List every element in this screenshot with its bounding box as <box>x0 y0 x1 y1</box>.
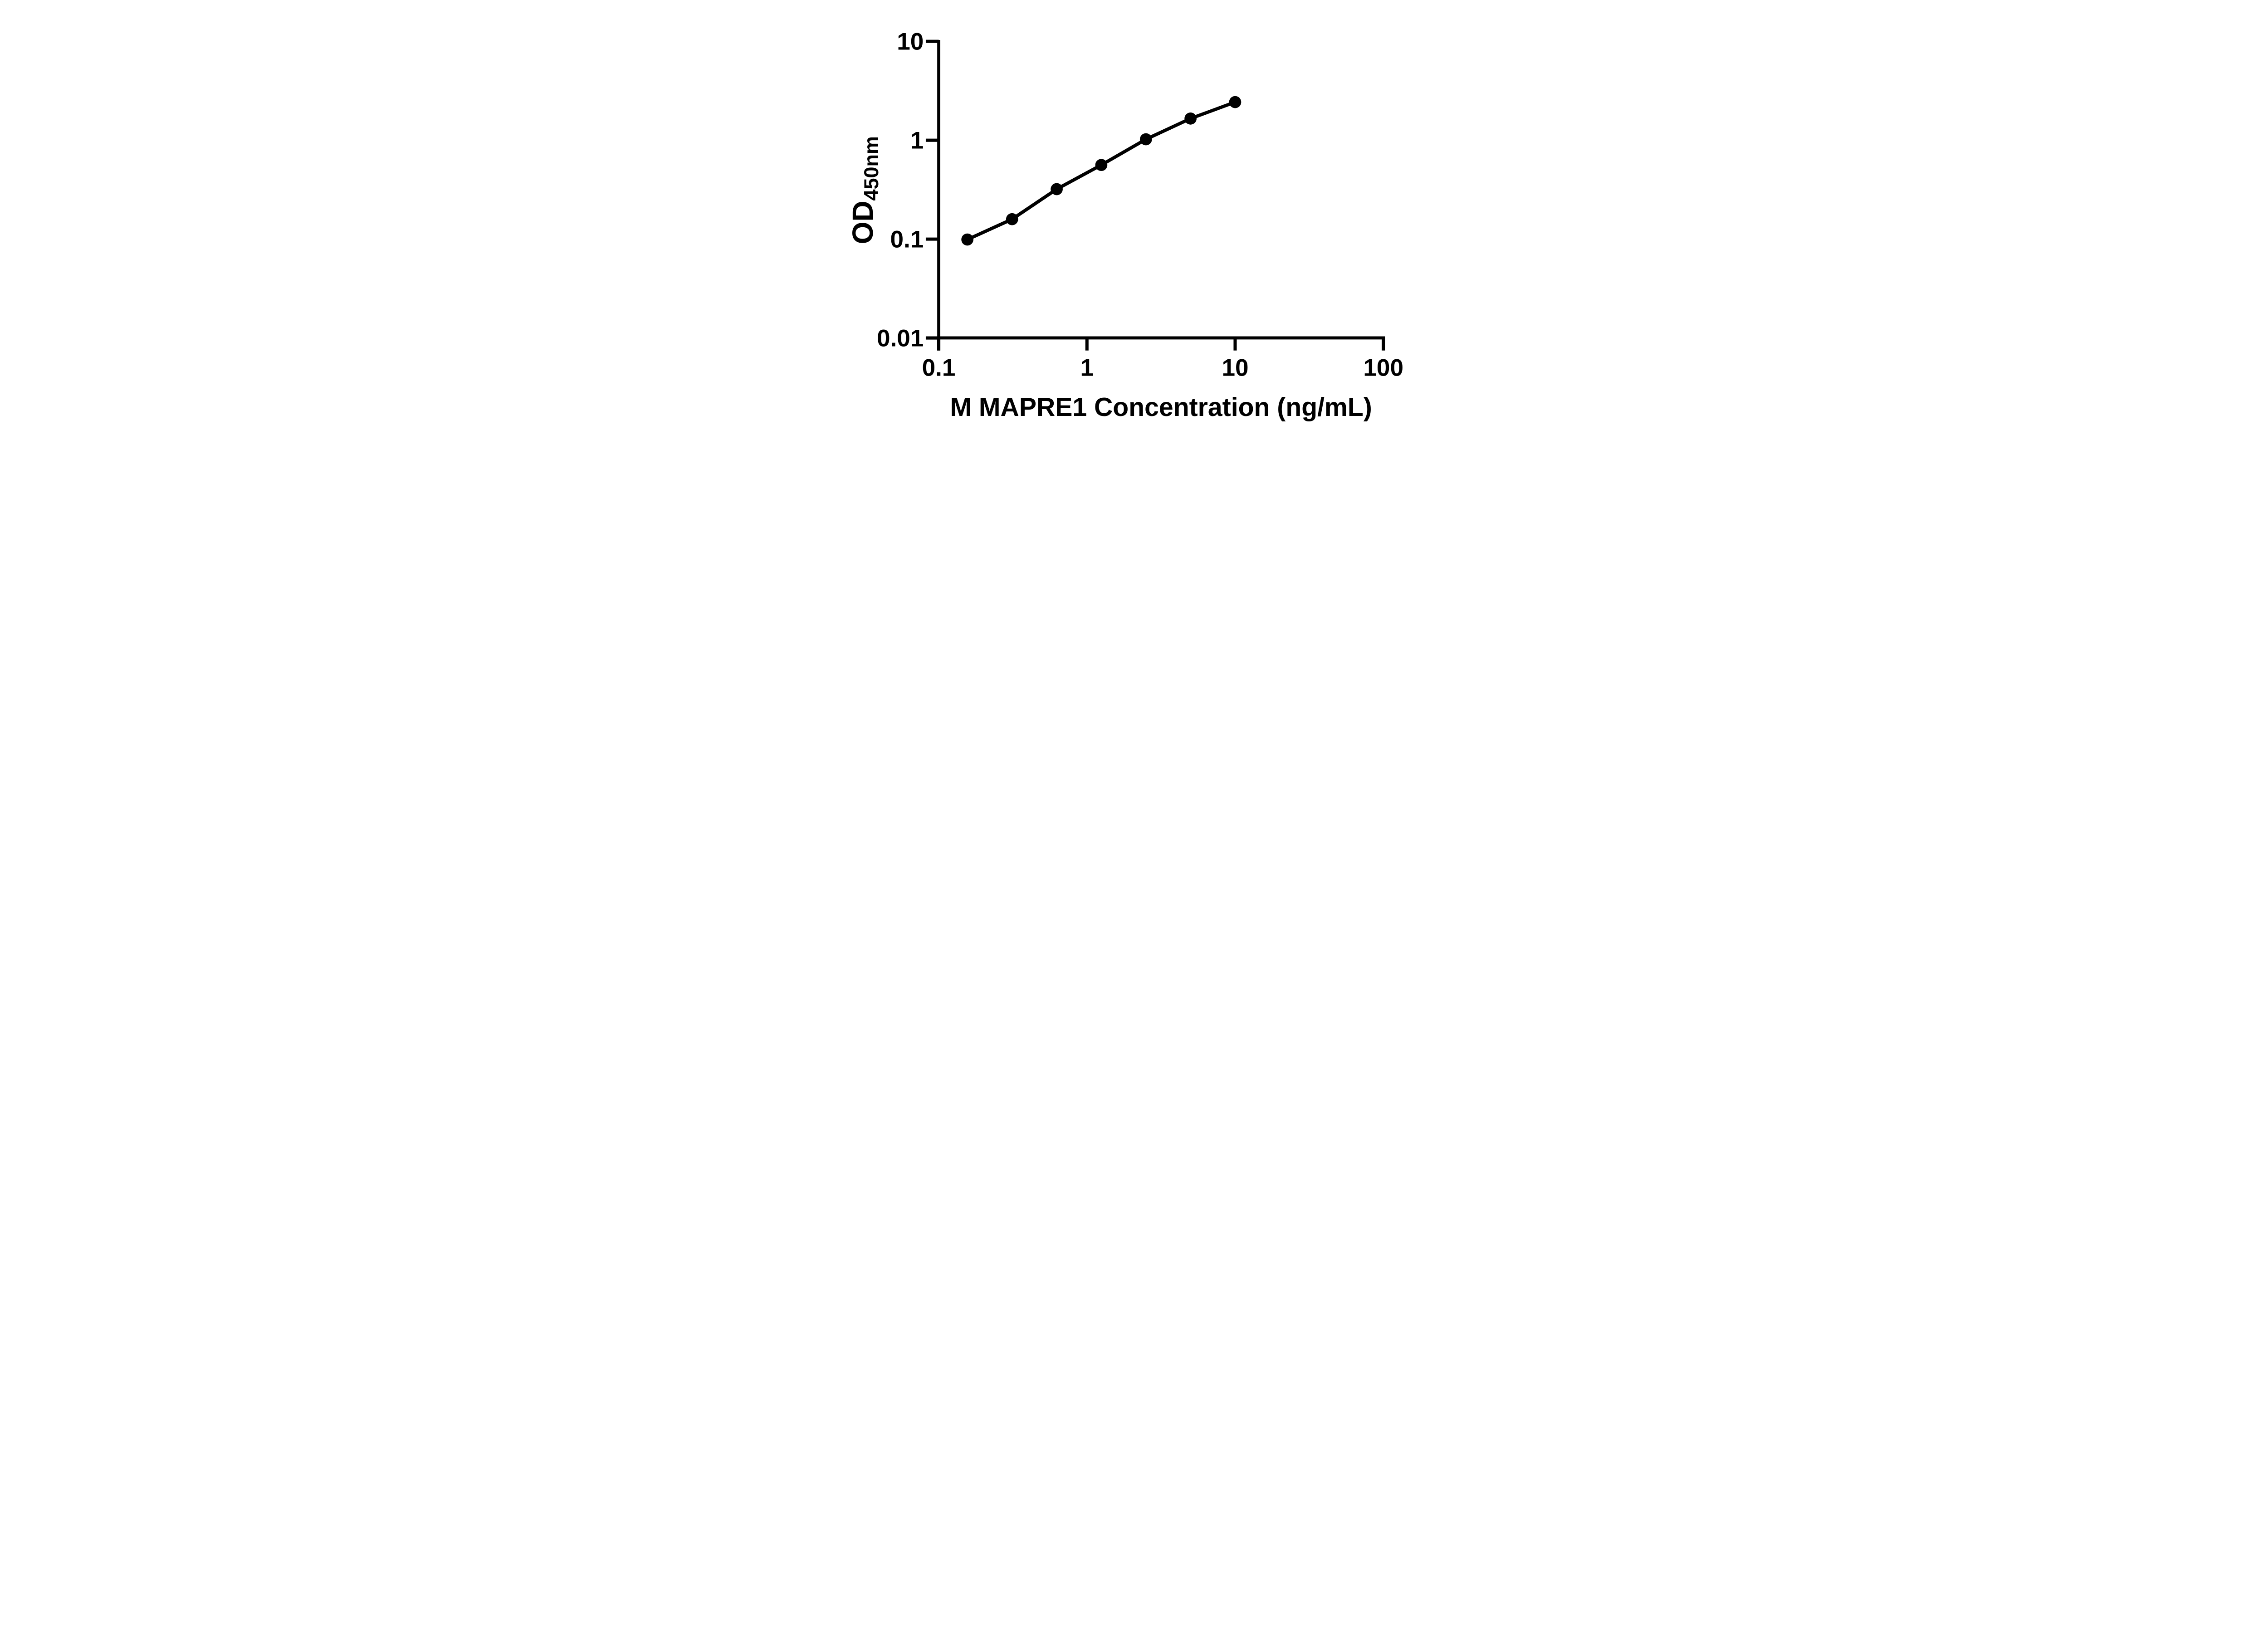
data-point <box>1095 159 1108 171</box>
x-tick-label: 100 <box>1363 355 1403 381</box>
y-tick-label: 10 <box>897 29 924 55</box>
x-axis-title: M MAPRE1 Concentration (ng/mL) <box>950 393 1372 422</box>
data-point <box>1051 183 1063 196</box>
data-point <box>1139 133 1152 146</box>
elisa-standard-curve-figure: 10 1 0.1 0.01 0.1 1 10 100 M MAPRE1 Concentrat… <box>816 0 1452 445</box>
x-tick-label: 10 <box>1222 355 1248 381</box>
x-axis-ticks <box>937 337 1385 351</box>
y-axis-tick-labels: 10 1 0.1 0.01 <box>877 29 924 352</box>
y-tick-label: 1 <box>910 127 924 154</box>
data-point <box>1006 213 1018 225</box>
data-point <box>961 233 973 246</box>
chart-canvas: 10 1 0.1 0.01 0.1 1 10 100 M MAPRE1 Concentrat… <box>816 0 1452 445</box>
x-tick-label: 1 <box>1080 355 1094 381</box>
data-point <box>1229 96 1242 108</box>
data-points <box>961 96 1242 246</box>
data-point <box>1184 112 1197 125</box>
y-axis-title: OD450nm <box>846 136 883 244</box>
x-tick-label: 0.1 <box>922 355 956 381</box>
y-axis-title-main: OD <box>846 200 879 244</box>
y-axis-title-subscript: 450nm <box>860 136 883 200</box>
x-axis-tick-labels: 0.1 1 10 100 <box>922 355 1403 381</box>
y-tick-label: 0.1 <box>890 226 924 253</box>
y-axis-ticks <box>925 39 939 340</box>
y-tick-label: 0.01 <box>877 325 924 352</box>
